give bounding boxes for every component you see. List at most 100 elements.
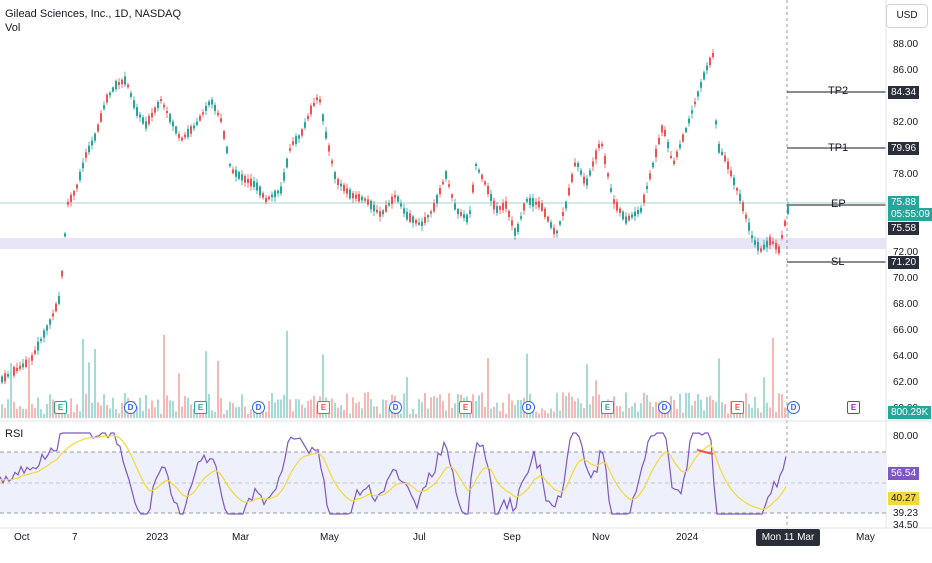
- currency-button[interactable]: USD: [886, 4, 928, 28]
- dividend-marker[interactable]: D: [787, 401, 800, 414]
- volume-bar: [568, 392, 570, 418]
- volume-bar: [121, 403, 123, 418]
- earnings-marker[interactable]: E: [459, 401, 472, 414]
- volume-bar: [565, 396, 567, 418]
- candle-body: [169, 113, 171, 123]
- volume-bar: [595, 380, 597, 418]
- candle-body: [466, 214, 468, 223]
- volume-bar: [304, 407, 306, 418]
- earnings-marker[interactable]: E: [317, 401, 330, 414]
- volume-bar: [769, 407, 771, 418]
- volume-bar: [214, 411, 216, 418]
- volume-bar: [763, 377, 765, 418]
- candle-body: [241, 174, 243, 181]
- candle-body: [226, 146, 228, 154]
- time-axis-sep: Sep: [503, 532, 521, 543]
- volume-bar: [478, 395, 480, 418]
- candle-body: [478, 169, 480, 173]
- dividend-marker[interactable]: D: [658, 401, 671, 414]
- candle-body: [127, 84, 129, 88]
- volume-bar: [508, 393, 510, 418]
- volume-bar: [586, 364, 588, 418]
- dividend-marker[interactable]: D: [522, 401, 535, 414]
- earnings-marker[interactable]: E: [601, 401, 614, 414]
- volume-bar: [484, 407, 486, 418]
- dividend-marker[interactable]: D: [252, 401, 265, 414]
- volume-bar: [385, 400, 387, 418]
- candle-body: [307, 115, 309, 120]
- candle-body: [487, 186, 489, 194]
- candle-body: [76, 184, 78, 189]
- candle-body: [586, 178, 588, 186]
- candle-body: [502, 202, 504, 211]
- volume-bar: [154, 407, 156, 418]
- volume-bar: [322, 354, 324, 418]
- candle-body: [115, 80, 117, 90]
- volume-bar: [226, 409, 228, 418]
- candle-body: [652, 162, 654, 168]
- earnings-marker[interactable]: E: [54, 401, 67, 414]
- time-axis-mar: Mar: [232, 532, 250, 543]
- candle-body: [40, 338, 42, 342]
- price-axis-label: 64.00: [893, 351, 919, 362]
- volume-bar: [700, 399, 702, 418]
- candle-body: [625, 216, 627, 224]
- candle-body: [181, 137, 183, 141]
- volume-bar: [619, 406, 621, 418]
- volume-bar: [589, 404, 591, 418]
- volume-bar: [631, 406, 633, 418]
- volume-bar: [10, 362, 12, 418]
- volume-bar: [43, 413, 45, 418]
- candle-body: [754, 240, 756, 245]
- candle-body: [709, 57, 711, 66]
- candle-body: [205, 105, 207, 111]
- volume-bar: [34, 408, 36, 418]
- candle-body: [178, 134, 180, 138]
- candle-body: [706, 65, 708, 71]
- candle-body: [43, 330, 45, 338]
- candle-body: [778, 246, 780, 254]
- volume-bar: [148, 408, 150, 418]
- volume-bar: [499, 411, 501, 418]
- candle-body: [391, 196, 393, 204]
- prev-close-tag: 75.58: [888, 222, 920, 235]
- candle-body: [628, 215, 630, 221]
- volume-bar: [73, 412, 75, 418]
- candle-body: [202, 112, 204, 115]
- candle-body: [364, 198, 366, 201]
- volume-bar: [760, 412, 762, 418]
- candle-body: [265, 198, 267, 202]
- rsi-axis-low: 39.23: [893, 508, 919, 519]
- candle-body: [649, 173, 651, 180]
- volume-bar: [487, 358, 489, 418]
- candle-body: [280, 186, 282, 194]
- earnings-marker[interactable]: E: [194, 401, 207, 414]
- candle-body: [418, 222, 420, 225]
- candle-body: [427, 215, 429, 218]
- candle-body: [775, 242, 777, 250]
- candle-body: [604, 155, 606, 165]
- candle-body: [253, 181, 255, 187]
- candle-body: [130, 93, 132, 97]
- dividend-marker[interactable]: D: [389, 401, 402, 414]
- volume-bar: [358, 402, 360, 418]
- candle-body: [124, 76, 126, 85]
- volume-bar: [490, 408, 492, 418]
- volume-bar: [412, 408, 414, 418]
- volume-bar: [340, 405, 342, 418]
- candle-body: [346, 188, 348, 194]
- earnings-marker[interactable]: E: [731, 401, 744, 414]
- earnings-marker[interactable]: E: [847, 401, 860, 414]
- volume-bar: [550, 408, 552, 418]
- candle-body: [637, 209, 639, 215]
- candle-body: [361, 196, 363, 201]
- volume-bar: [577, 398, 579, 418]
- dividend-marker[interactable]: D: [124, 401, 137, 414]
- candle-body: [757, 241, 759, 251]
- price-chart[interactable]: [0, 0, 932, 550]
- volume-bar: [712, 399, 714, 418]
- rsi-divergence-marker: [696, 449, 714, 455]
- candle-body: [211, 99, 213, 105]
- volume-bar: [310, 399, 312, 418]
